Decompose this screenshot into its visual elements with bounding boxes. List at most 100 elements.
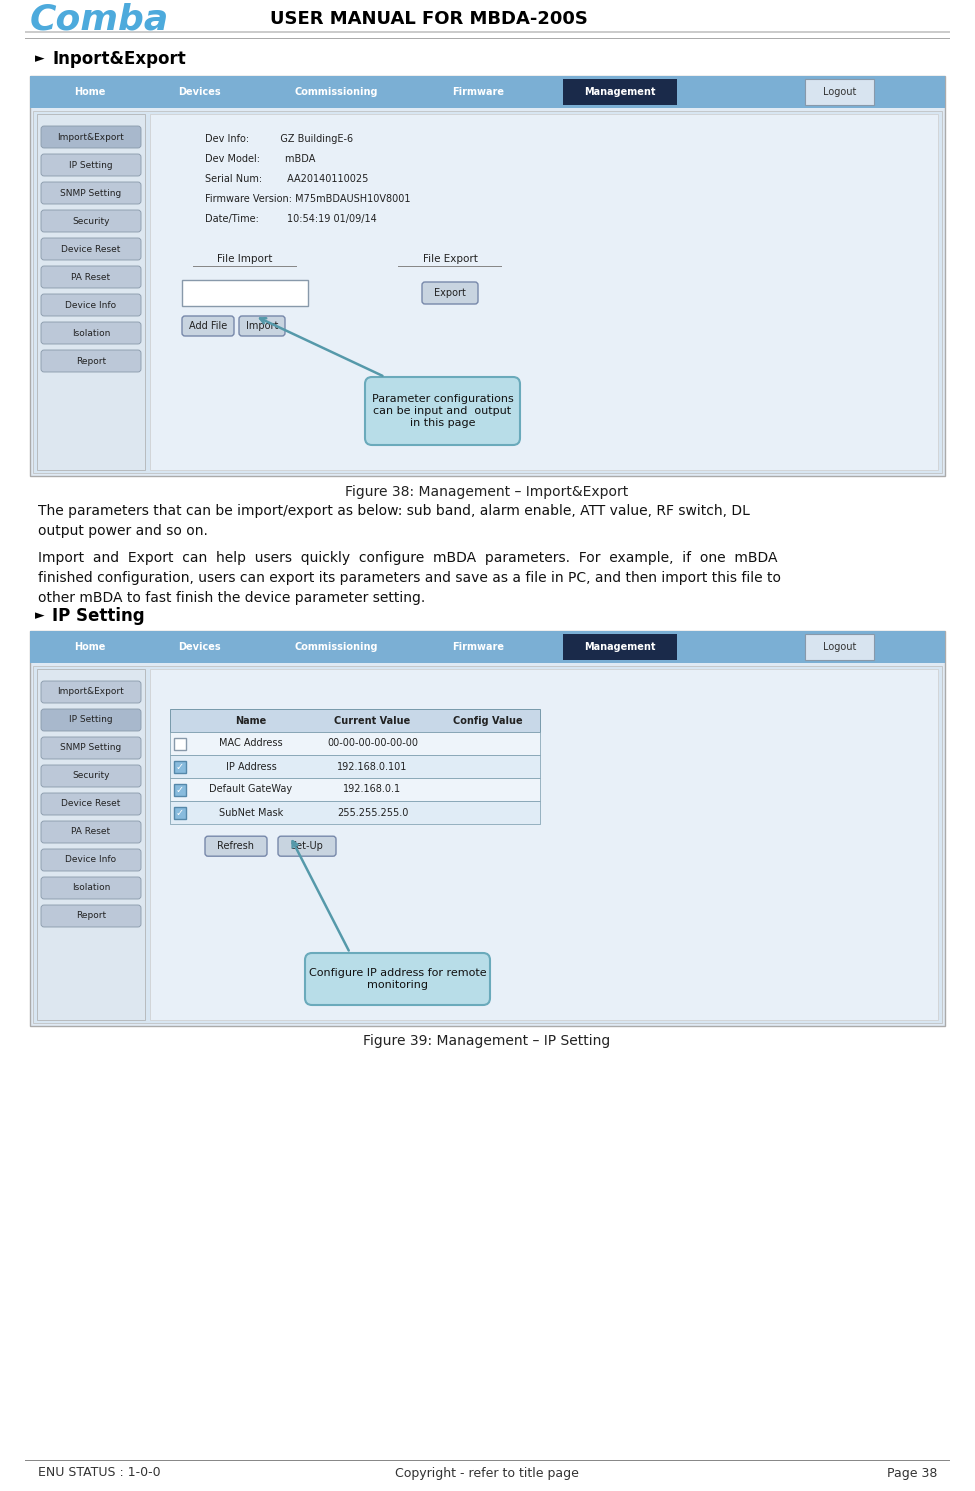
Bar bbox=[170, 754, 540, 778]
Text: ►: ► bbox=[35, 610, 45, 623]
Text: Device Info: Device Info bbox=[65, 856, 117, 865]
Bar bbox=[33, 110, 942, 473]
FancyBboxPatch shape bbox=[41, 210, 141, 233]
Text: 00-00-00-00-00-00: 00-00-00-00-00-00 bbox=[327, 738, 418, 748]
Bar bbox=[30, 76, 945, 476]
FancyBboxPatch shape bbox=[182, 316, 234, 335]
Text: 255.255.255.0: 255.255.255.0 bbox=[336, 808, 409, 817]
Text: IP Setting: IP Setting bbox=[69, 161, 113, 170]
FancyBboxPatch shape bbox=[41, 681, 141, 702]
Text: IP Setting: IP Setting bbox=[69, 716, 113, 725]
FancyBboxPatch shape bbox=[41, 294, 141, 316]
Bar bbox=[30, 631, 945, 1026]
FancyBboxPatch shape bbox=[305, 953, 490, 1005]
Text: Home: Home bbox=[74, 86, 105, 97]
FancyBboxPatch shape bbox=[41, 350, 141, 371]
Text: Management: Management bbox=[584, 643, 656, 652]
Text: Firmware: Firmware bbox=[452, 86, 504, 97]
Text: Dev Model:        mBDA: Dev Model: mBDA bbox=[205, 154, 315, 164]
FancyBboxPatch shape bbox=[41, 182, 141, 204]
Text: Parameter configurations
can be input and  output
in this page: Parameter configurations can be input an… bbox=[371, 395, 514, 428]
Text: Page 38: Page 38 bbox=[886, 1467, 937, 1479]
Bar bbox=[805, 79, 874, 104]
Text: Home: Home bbox=[74, 643, 105, 652]
Text: Import&Export: Import&Export bbox=[58, 133, 125, 142]
Text: PA Reset: PA Reset bbox=[71, 273, 110, 282]
Bar bbox=[170, 801, 540, 825]
FancyBboxPatch shape bbox=[41, 737, 141, 759]
Bar bbox=[563, 634, 678, 661]
Text: Logout: Logout bbox=[823, 86, 856, 97]
Text: Import&Export: Import&Export bbox=[58, 687, 125, 696]
Bar bbox=[33, 666, 942, 1023]
Text: Report: Report bbox=[76, 911, 106, 920]
Text: Security: Security bbox=[72, 216, 110, 225]
Text: ✓: ✓ bbox=[176, 784, 184, 795]
Bar bbox=[174, 738, 186, 750]
FancyBboxPatch shape bbox=[41, 877, 141, 899]
Bar bbox=[174, 784, 186, 796]
Bar bbox=[30, 631, 945, 663]
Text: finished configuration, users can export its parameters and save as a file in PC: finished configuration, users can export… bbox=[38, 571, 781, 584]
Bar bbox=[30, 76, 945, 107]
FancyBboxPatch shape bbox=[422, 282, 478, 304]
Text: Import  and  Export  can  help  users  quickly  configure  mBDA  parameters.  Fo: Import and Export can help users quickly… bbox=[38, 552, 777, 565]
FancyBboxPatch shape bbox=[41, 710, 141, 731]
Text: Configure IP address for remote
monitoring: Configure IP address for remote monitori… bbox=[309, 968, 487, 990]
Text: Firmware Version: M75mBDAUSH10V8001: Firmware Version: M75mBDAUSH10V8001 bbox=[205, 194, 410, 204]
Text: ✓: ✓ bbox=[176, 762, 184, 772]
Bar bbox=[174, 760, 186, 772]
Text: Import: Import bbox=[246, 321, 278, 331]
FancyBboxPatch shape bbox=[278, 836, 336, 856]
Text: Date/Time:         10:54:19 01/09/14: Date/Time: 10:54:19 01/09/14 bbox=[205, 215, 376, 224]
Bar bbox=[37, 113, 145, 470]
Text: Dev Info:          GZ BuildingE-6: Dev Info: GZ BuildingE-6 bbox=[205, 134, 353, 145]
Text: Refresh: Refresh bbox=[217, 841, 254, 851]
Text: Logout: Logout bbox=[823, 643, 856, 652]
Text: output power and so on.: output power and so on. bbox=[38, 523, 208, 538]
Text: Serial Num:        AA20140110025: Serial Num: AA20140110025 bbox=[205, 174, 369, 183]
FancyBboxPatch shape bbox=[41, 848, 141, 871]
Bar bbox=[563, 79, 678, 104]
Text: Figure 38: Management – Import&Export: Figure 38: Management – Import&Export bbox=[345, 485, 629, 499]
Bar bbox=[25, 31, 950, 33]
Bar bbox=[150, 669, 938, 1020]
Text: USER MANUAL FOR MBDA-200S: USER MANUAL FOR MBDA-200S bbox=[270, 10, 588, 28]
Text: Config Value: Config Value bbox=[452, 716, 523, 726]
Text: SNMP Setting: SNMP Setting bbox=[60, 188, 122, 197]
Text: Device Reset: Device Reset bbox=[61, 799, 121, 808]
Bar bbox=[37, 669, 145, 1020]
Text: Devices: Devices bbox=[178, 86, 220, 97]
Text: Figure 39: Management – IP Setting: Figure 39: Management – IP Setting bbox=[364, 1033, 610, 1048]
Bar bbox=[170, 710, 540, 732]
Text: Name: Name bbox=[235, 716, 266, 726]
Text: Export: Export bbox=[434, 288, 466, 298]
FancyBboxPatch shape bbox=[41, 793, 141, 816]
Text: ENU STATUS : 1-0-0: ENU STATUS : 1-0-0 bbox=[38, 1467, 161, 1479]
Text: Default GateWay: Default GateWay bbox=[210, 784, 292, 795]
Text: Isolation: Isolation bbox=[72, 328, 110, 337]
FancyBboxPatch shape bbox=[41, 765, 141, 787]
Text: The parameters that can be import/export as below: sub band, alarm enable, ATT v: The parameters that can be import/export… bbox=[38, 504, 750, 517]
FancyBboxPatch shape bbox=[41, 822, 141, 842]
Text: SubNet Mask: SubNet Mask bbox=[218, 808, 283, 817]
Bar bbox=[174, 807, 186, 819]
FancyBboxPatch shape bbox=[41, 265, 141, 288]
Text: Device Info: Device Info bbox=[65, 301, 117, 310]
Text: IP Setting: IP Setting bbox=[52, 607, 144, 625]
Text: Report: Report bbox=[76, 356, 106, 365]
Text: Security: Security bbox=[72, 771, 110, 780]
Text: File Export: File Export bbox=[422, 253, 478, 264]
FancyBboxPatch shape bbox=[205, 836, 267, 856]
FancyBboxPatch shape bbox=[41, 239, 141, 259]
Text: Current Value: Current Value bbox=[334, 716, 410, 726]
Text: Copyright - refer to title page: Copyright - refer to title page bbox=[395, 1467, 579, 1479]
Text: Set-Up: Set-Up bbox=[291, 841, 324, 851]
Text: Add File: Add File bbox=[189, 321, 227, 331]
Text: Device Reset: Device Reset bbox=[61, 245, 121, 253]
Text: Isolation: Isolation bbox=[72, 884, 110, 893]
Text: Inport&Export: Inport&Export bbox=[52, 51, 186, 69]
Text: Management: Management bbox=[584, 86, 656, 97]
Bar bbox=[182, 280, 308, 306]
Text: IP Address: IP Address bbox=[225, 762, 276, 771]
